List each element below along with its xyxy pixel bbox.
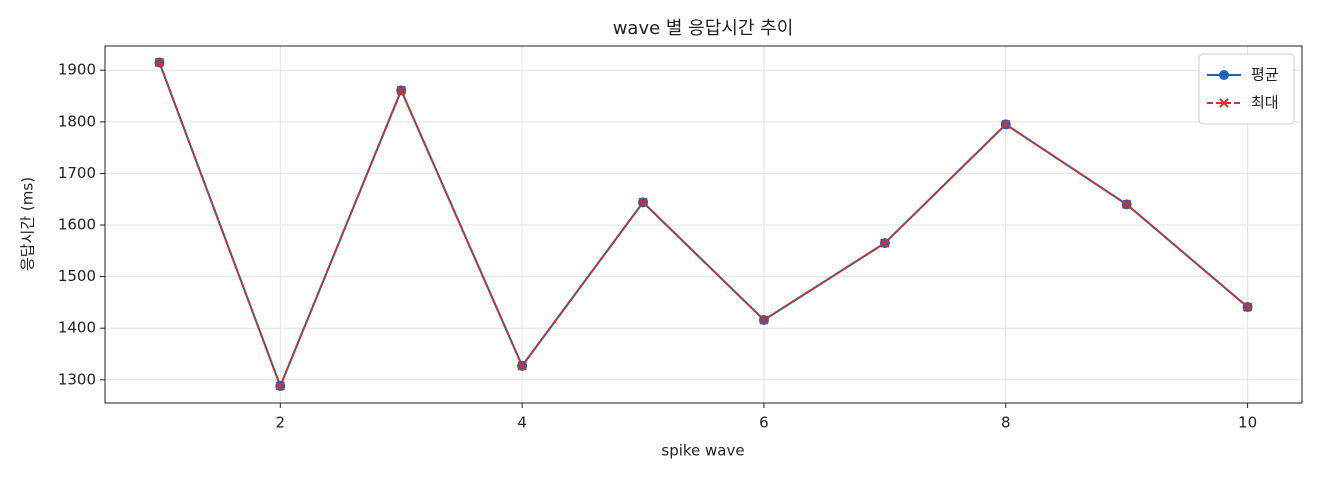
y-tick-label: 1900 [58,61,96,79]
x-axis-label: spike wave [661,442,744,460]
legend-marker [1219,98,1229,108]
chart-title: wave 별 응답시간 추이 [613,18,794,39]
y-axis-label: 응답시간 (ms) [19,177,37,271]
plot-frame [104,45,1303,404]
data-point [1121,199,1132,210]
y-tick-label: 1700 [58,164,96,182]
data-point [638,197,648,208]
x-tick-label: 8 [1001,414,1011,432]
data-point [396,85,406,96]
series-line [158,62,1249,389]
legend-label: 평균 [1251,66,1279,84]
y-tick-label: 1800 [58,112,96,130]
data-point [759,315,769,325]
series-line [158,62,1249,389]
y-tick-label: 1400 [58,319,96,337]
x-tick-label: 2 [276,414,286,432]
data-point [275,381,286,391]
data-point [154,57,165,68]
y-tick-label: 1500 [58,267,96,285]
data-point [517,361,527,371]
x-tick-label: 10 [1238,414,1257,432]
y-tick-label: 1600 [58,216,96,234]
legend-marker [1219,70,1229,80]
legend-box [1198,53,1295,125]
data-point [1001,119,1011,130]
data-point [880,238,890,248]
y-tick-label: 1300 [58,370,96,388]
x-tick-label: 6 [759,414,769,432]
legend-label: 최대 [1251,94,1279,112]
data-point [1242,302,1253,312]
x-tick-label: 4 [517,414,527,432]
